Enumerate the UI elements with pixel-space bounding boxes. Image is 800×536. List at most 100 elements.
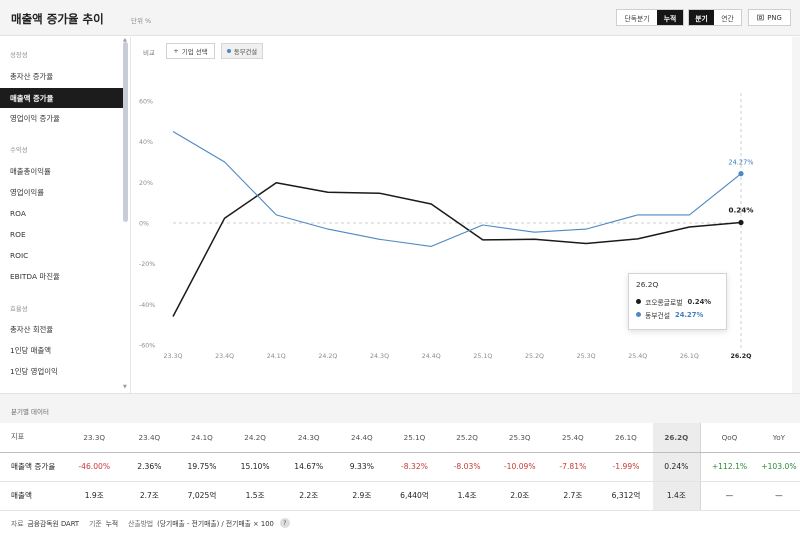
- table-cell: +112.1%: [700, 452, 758, 482]
- y-tick-label: 40%: [139, 139, 153, 146]
- sidebar-item-roa[interactable]: ROA: [10, 208, 26, 218]
- sidebar-item-revenue-per-employee[interactable]: 1인당 매출액: [10, 345, 52, 355]
- column-header: 24.1Q: [175, 423, 229, 453]
- y-tick-label: -20%: [139, 261, 155, 268]
- table-cell: -8.03%: [441, 452, 494, 482]
- sidebar-item-revenue-growth[interactable]: 매출액 증가율: [0, 88, 123, 108]
- annual-button[interactable]: 연간: [721, 14, 734, 23]
- table-cell: 2.0조: [493, 481, 547, 511]
- period-mode-toggle: 단독분기 누적: [616, 9, 684, 26]
- add-company-label: 기업 선택: [181, 48, 208, 56]
- y-tick-label: 0%: [139, 221, 149, 228]
- page-header: 매출액 증가율 추이 단위 % 단독분기 누적 분기 연간 PNG: [0, 0, 800, 36]
- sidebar-item-gross-margin[interactable]: 매출총이익률: [10, 166, 51, 176]
- cumulative-button[interactable]: 누적: [657, 10, 683, 25]
- table-cell: 9.33%: [335, 452, 388, 482]
- column-header: 23.3Q: [65, 423, 124, 453]
- export-png-label: PNG: [767, 13, 782, 22]
- series-dot: [636, 299, 641, 304]
- section-growth: 성장성: [10, 51, 28, 59]
- column-header: 25.4Q: [546, 423, 600, 453]
- table-section-header: 분기별 데이터: [0, 393, 800, 423]
- tooltip-title: 26.2Q: [636, 280, 659, 289]
- add-company-button[interactable]: + 기업 선택: [166, 43, 215, 59]
- table-cell: 1.4조: [652, 481, 701, 511]
- sidebar-item-ebitda-margin[interactable]: EBITDA 마진율: [10, 271, 60, 281]
- table-cell: —: [757, 481, 800, 511]
- sidebar-item-asset-turnover[interactable]: 총자산 회전율: [10, 324, 54, 334]
- series-end-point: [738, 171, 744, 177]
- table-cell: 14.67%: [281, 452, 336, 482]
- chart-scrollbar[interactable]: [792, 37, 800, 393]
- sidebar-item-op-profit-per-employee[interactable]: 1인당 영업이익: [10, 366, 58, 376]
- sidebar-item-total-asset-growth[interactable]: 총자산 증가율: [10, 71, 54, 81]
- tooltip-row-kolon: 코오롱글로벌 0.24%: [636, 295, 719, 308]
- help-icon[interactable]: ?: [279, 518, 290, 528]
- sidebar-scrollbar[interactable]: [123, 42, 128, 222]
- column-header: 26.1Q: [599, 423, 653, 453]
- y-tick-label: -60%: [139, 343, 155, 350]
- unit-label: 단위 %: [131, 17, 152, 25]
- table-cell: -1.99%: [599, 452, 653, 482]
- tooltip-series-value: 0.24%: [687, 297, 712, 306]
- sidebar-item-roic[interactable]: ROIC: [10, 250, 29, 260]
- metric-sidebar: 성장성 총자산 증가율 매출액 증가율 영업이익 증가율 수익성 매출총이익률 …: [0, 37, 131, 393]
- table-row: 매출액 증가율 -46.00% 2.36% 19.75% 15.10% 14.6…: [0, 452, 800, 482]
- chart-toolbar: 비교 + 기업 선택 동부건설: [131, 37, 800, 65]
- basis-value: 누적: [105, 520, 119, 528]
- x-tick-label: 26.1Q: [680, 353, 699, 360]
- section-profitability: 수익성: [10, 146, 28, 154]
- y-tick-label: -40%: [139, 302, 155, 309]
- table-title: 분기별 데이터: [11, 408, 49, 416]
- table-cell: 1.4조: [441, 481, 494, 511]
- scroll-down-icon[interactable]: ▼: [123, 384, 127, 390]
- x-tick-label: 25.2Q: [525, 353, 544, 360]
- export-png-button[interactable]: PNG: [748, 9, 791, 26]
- column-header: QoQ: [700, 423, 758, 453]
- y-tick-label: 60%: [139, 99, 153, 106]
- series-line: [172, 131, 742, 247]
- table-cell: 1.5조: [228, 481, 282, 511]
- tooltip-row-dongbu: 동부건설 24.27%: [636, 308, 719, 321]
- quarterly-button[interactable]: 분기: [689, 10, 714, 25]
- table-cell: 6,312억: [599, 481, 653, 511]
- sidebar-item-roe[interactable]: ROE: [10, 229, 26, 239]
- table-cell: 1.9조: [65, 481, 124, 511]
- tooltip-series-name: 코오롱글로벌: [645, 298, 683, 307]
- x-tick-label: 24.2Q: [318, 353, 337, 360]
- x-tick-label: 23.4Q: [215, 353, 234, 360]
- series-end-label: 0.24%: [729, 206, 754, 215]
- image-icon: [757, 14, 765, 21]
- source-label: 자료: [11, 520, 24, 528]
- plus-icon: +: [173, 47, 179, 55]
- table-cell: 15.10%: [228, 452, 282, 482]
- series-end-point: [738, 219, 744, 226]
- compare-company-chip[interactable]: 동부건설: [221, 43, 263, 59]
- sidebar-item-operating-profit-growth[interactable]: 영업이익 증가율: [10, 113, 60, 123]
- table-cell: -46.00%: [65, 452, 124, 482]
- table-row: 매출액 1.9조 2.7조 7,025억 1.5조 2.2조 2.9조 6,44…: [0, 481, 800, 511]
- column-header: 26.2Q: [652, 423, 701, 453]
- table-cell: -8.32%: [387, 452, 442, 482]
- table-cell: 2.36%: [123, 452, 176, 482]
- quarterly-data-table: 지표 23.3Q 23.4Q 24.1Q 24.2Q 24.3Q 24.4Q 2…: [0, 423, 800, 511]
- series-end-label: 24.27%: [728, 159, 753, 167]
- table-cell: -10.09%: [493, 452, 547, 482]
- sidebar-item-operating-margin[interactable]: 영업이익률: [10, 187, 44, 197]
- x-tick-label: 24.1Q: [267, 353, 286, 360]
- table-header-row: 지표 23.3Q 23.4Q 24.1Q 24.2Q 24.3Q 24.4Q 2…: [0, 423, 800, 453]
- table-cell: -7.81%: [546, 452, 600, 482]
- column-header: 25.3Q: [493, 423, 547, 453]
- x-tick-label: 24.3Q: [370, 353, 389, 360]
- x-tick-label: 25.3Q: [577, 353, 596, 360]
- x-tick-label: 26.2Q: [731, 353, 753, 360]
- row-label: 매출액 증가율: [0, 452, 66, 482]
- column-header: 지표: [0, 423, 66, 453]
- scroll-up-icon[interactable]: ▲: [123, 37, 127, 43]
- revenue-growth-line-chart: 60% 40% 20% 0% -20% -40% -60% 23.3Q 23.4Q 24.1Q 24…: [139, 93, 754, 360]
- column-header: 25.1Q: [387, 423, 442, 453]
- table-cell: 2.9조: [335, 481, 388, 511]
- standalone-quarter-button[interactable]: 단독분기: [624, 14, 650, 23]
- column-header: 25.2Q: [441, 423, 494, 453]
- section-efficiency: 효율성: [10, 305, 28, 313]
